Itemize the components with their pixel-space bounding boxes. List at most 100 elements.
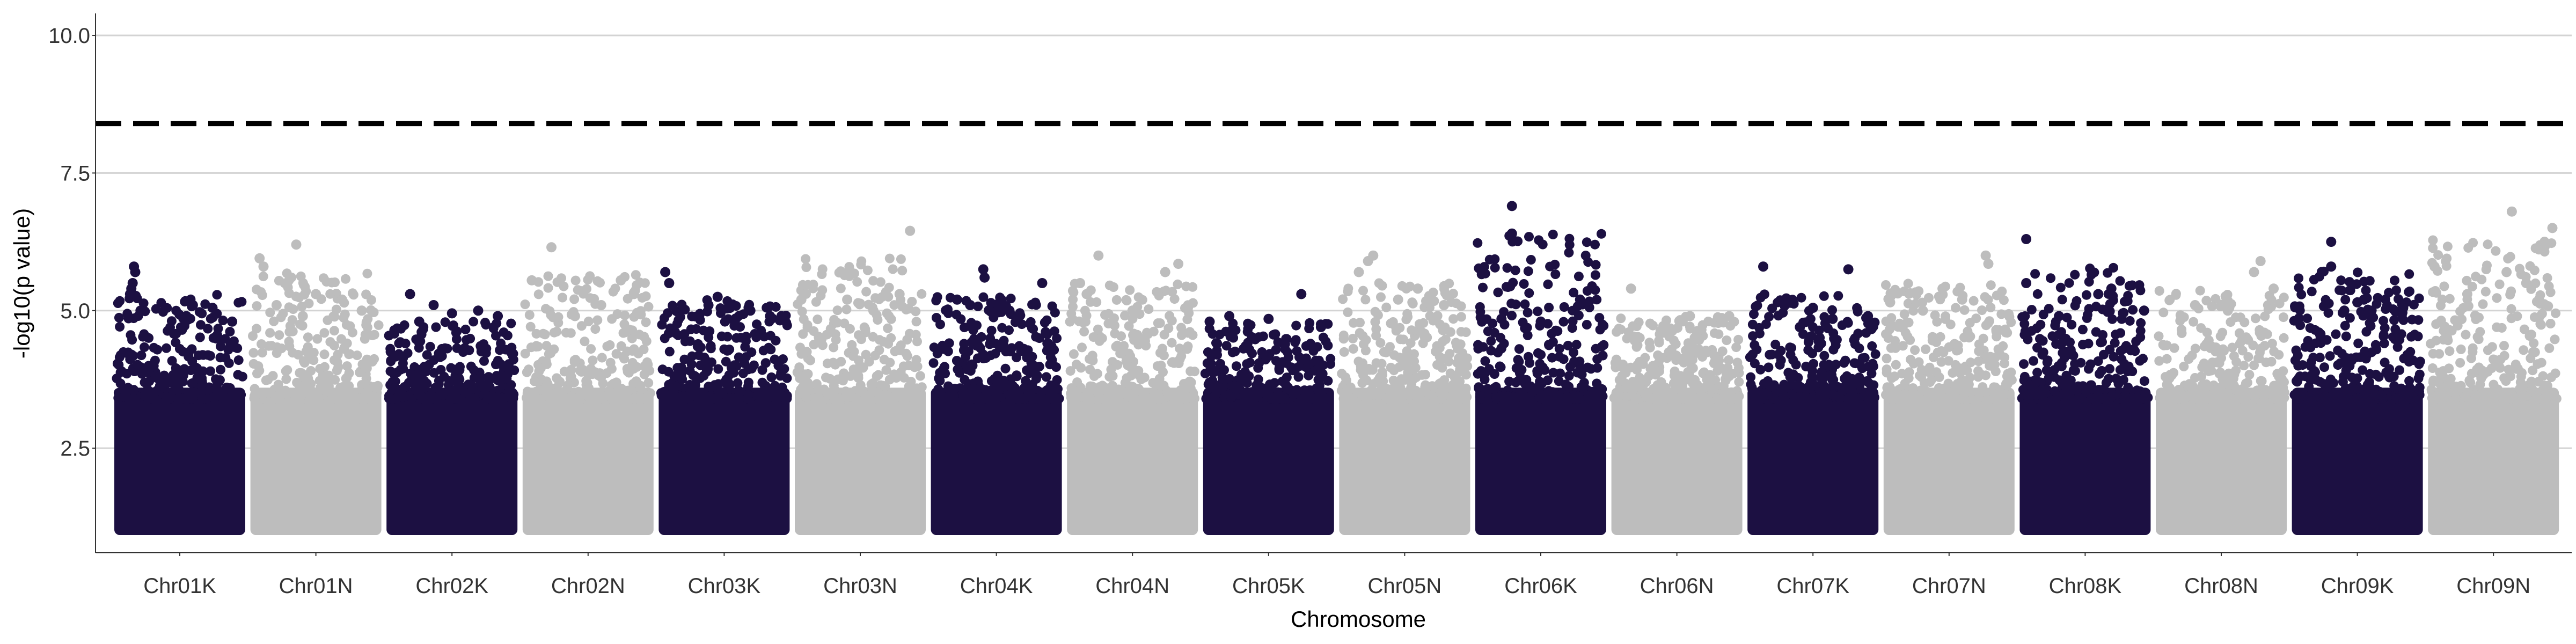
snp-point (986, 385, 996, 396)
dense-points-block (658, 387, 790, 535)
snp-point (1827, 313, 1838, 324)
snp-point (2279, 292, 2289, 303)
snp-point (813, 314, 823, 325)
dense-points-block (2156, 387, 2287, 535)
snp-point (809, 326, 819, 336)
snp-point (803, 369, 813, 379)
snp-point (2427, 363, 2438, 373)
snp-point (2483, 239, 2493, 250)
snp-point (448, 320, 458, 331)
x-tick-label: Chr03K (688, 574, 761, 598)
snp-point (1563, 340, 1573, 350)
snp-point (1499, 339, 1509, 349)
snp-point (1474, 382, 1484, 392)
snp-point (664, 347, 675, 357)
snp-point (210, 391, 220, 401)
snp-point (1590, 270, 1600, 280)
snp-point (797, 306, 807, 317)
snp-point (233, 370, 243, 380)
snp-point (1488, 384, 1498, 394)
snp-point (332, 365, 342, 376)
snp-point (1616, 313, 1626, 324)
snp-point (1755, 364, 1766, 375)
snp-point (1066, 392, 1076, 402)
snp-point (1991, 325, 2001, 335)
snp-point (897, 266, 908, 276)
snp-point (825, 324, 836, 334)
snp-point (2428, 391, 2438, 401)
snp-point (907, 297, 917, 306)
snp-point (634, 393, 644, 404)
snp-point (1120, 378, 1130, 388)
snp-point (1584, 393, 1594, 404)
snp-point (635, 306, 646, 316)
snp-point (2060, 378, 2070, 389)
snp-point (1389, 350, 1400, 360)
snp-point (798, 329, 808, 339)
snp-point (2325, 392, 2335, 402)
snp-point (336, 334, 346, 344)
snp-point (2504, 364, 2514, 375)
snp-point (1886, 313, 1897, 323)
snp-point (1908, 306, 1919, 316)
snp-point (422, 350, 432, 360)
dense-points-block (1339, 387, 1470, 535)
snp-point (858, 387, 868, 397)
snp-point (2110, 338, 2120, 348)
snp-point (880, 381, 890, 391)
snp-point (1840, 355, 1850, 365)
snp-point (1933, 347, 1943, 357)
snp-point (273, 379, 283, 390)
snp-point (361, 393, 371, 404)
snp-point (1705, 370, 1715, 380)
x-tick-label: Chr09N (2456, 574, 2530, 598)
snp-point (618, 328, 628, 338)
snp-point (250, 391, 260, 401)
snp-point (2440, 326, 2450, 336)
snp-point (1908, 383, 1918, 393)
snp-point (1439, 300, 1450, 310)
snp-point (886, 314, 896, 324)
snp-point (1718, 380, 1729, 391)
snp-point (2398, 303, 2409, 313)
snp-point (741, 332, 751, 342)
snp-point (757, 365, 767, 375)
snp-point (2302, 313, 2312, 324)
snp-point (873, 370, 883, 380)
snp-point (299, 358, 310, 368)
snp-point (2480, 287, 2491, 297)
snp-point (950, 384, 960, 394)
snp-point (2378, 393, 2388, 403)
snp-point (1418, 318, 1429, 328)
snp-point (1456, 301, 1466, 311)
snp-point (622, 364, 632, 374)
snp-point (2064, 278, 2074, 288)
snp-point (485, 382, 495, 392)
snp-point (1903, 298, 1913, 309)
snp-point (586, 344, 596, 354)
snp-point (1079, 326, 1089, 336)
snp-point (253, 361, 264, 371)
snp-point (1901, 318, 1912, 328)
snp-point (2135, 332, 2146, 342)
snp-point (1750, 358, 1760, 369)
snp-point (1253, 363, 1263, 373)
snp-point (631, 270, 641, 280)
snp-point (509, 365, 519, 375)
snp-point (2083, 364, 2094, 374)
snp-point (713, 364, 723, 374)
snp-point (493, 375, 503, 385)
snp-point (491, 331, 501, 341)
snp-point (2278, 312, 2288, 323)
snp-point (2032, 289, 2043, 299)
snp-point (1483, 326, 1493, 336)
snp-point (1394, 382, 1404, 392)
snp-point (308, 387, 317, 398)
snp-point (1662, 393, 1672, 404)
snp-point (409, 362, 420, 372)
snp-point (360, 379, 370, 389)
snp-point (1903, 279, 1913, 289)
snp-point (1773, 311, 1783, 321)
snp-point (1319, 393, 1329, 403)
